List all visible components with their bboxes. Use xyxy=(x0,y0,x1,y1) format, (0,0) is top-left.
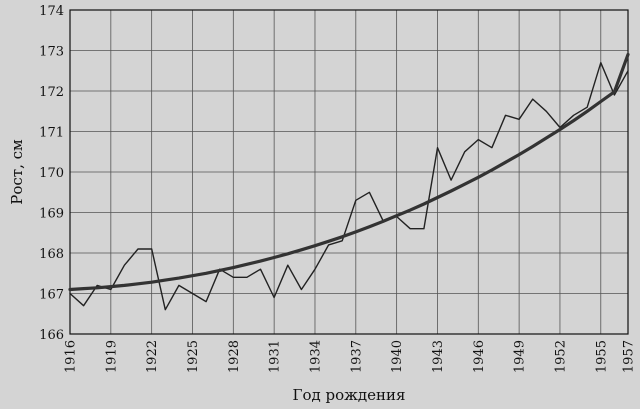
trend-line xyxy=(68,52,630,292)
x-tick-label: 1934 xyxy=(309,340,324,373)
y-ticks: 166 167 168 169 170 171 172 173 174 xyxy=(39,4,64,343)
x-tick-label: 1955 xyxy=(594,340,609,373)
y-tick-label: 173 xyxy=(39,45,64,60)
x-tick-label: 1946 xyxy=(472,340,487,373)
y-tick-label: 171 xyxy=(39,126,64,141)
x-ticks: 1916 1919 1922 1925 1928 1931 1934 1937 1940 1943… xyxy=(64,340,637,373)
x-tick-label: 1928 xyxy=(227,340,242,373)
x-tick-label: 1922 xyxy=(145,340,160,373)
series-layer xyxy=(68,52,630,311)
x-tick-label: 1949 xyxy=(513,340,528,373)
x-tick-label: 1919 xyxy=(104,340,119,373)
x-tick-label: 1957 xyxy=(622,340,637,373)
x-tick-label: 1925 xyxy=(186,340,201,373)
x-tick-label: 1952 xyxy=(554,340,569,373)
x-tick-label: 1937 xyxy=(349,340,364,373)
y-tick-label: 170 xyxy=(39,166,64,181)
x-tick-label: 1916 xyxy=(64,340,79,373)
y-tick-label: 168 xyxy=(39,247,64,262)
plot-frame xyxy=(69,9,629,335)
x-axis-label: Год рождения xyxy=(293,386,406,404)
y-tick-label: 174 xyxy=(39,4,64,19)
y-tick-label: 167 xyxy=(39,288,64,303)
x-tick-label: 1931 xyxy=(268,340,283,373)
y-axis-label: Рост, см xyxy=(8,139,26,205)
x-tick-label: 1943 xyxy=(431,340,446,373)
x-tick-label: 1940 xyxy=(390,340,405,373)
y-tick-label: 166 xyxy=(39,328,64,343)
grid xyxy=(69,9,629,335)
y-tick-label: 172 xyxy=(39,85,64,100)
data-line xyxy=(69,62,629,311)
y-tick-label: 169 xyxy=(39,207,64,222)
